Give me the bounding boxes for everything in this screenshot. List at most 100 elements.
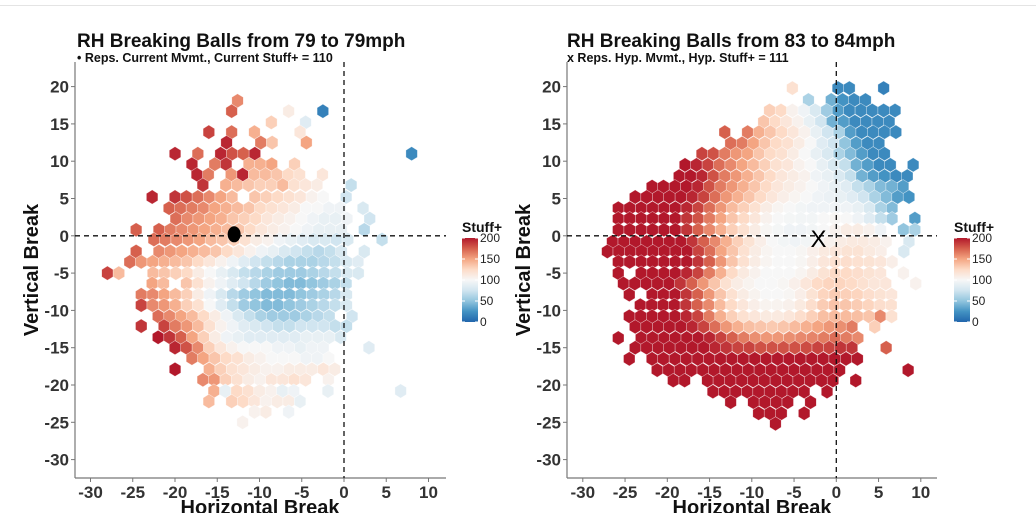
y-tick-label: -20 <box>536 376 561 395</box>
hexbin <box>334 329 347 345</box>
right-chart-subtitle: x Reps. Hyp. Mvmt., Hyp. Stuff+ = 111 <box>567 51 789 65</box>
left-panel: RH Breaking Balls from 79 to 79mph • Rep… <box>21 31 502 513</box>
legend-colorbar <box>462 238 478 322</box>
hexbin <box>225 103 238 119</box>
hexbin <box>718 124 731 140</box>
y-tick-label: -30 <box>44 451 69 470</box>
hexbin <box>623 254 636 270</box>
hexbin <box>845 319 859 335</box>
hexbin <box>863 222 876 238</box>
x-tick-label: -30 <box>571 483 596 502</box>
top-border <box>0 5 1036 6</box>
y-tick-label: -5 <box>546 264 561 283</box>
hexbin <box>851 351 864 367</box>
x-tick-label: -10 <box>247 483 272 502</box>
hexbin <box>885 211 899 227</box>
hexbin <box>880 340 893 356</box>
y-tick-label: -25 <box>536 413 561 432</box>
hexbin <box>794 222 807 238</box>
hexbin <box>714 222 728 238</box>
hexbin <box>220 135 233 151</box>
hexbin <box>130 222 143 238</box>
legend-tick-label: 0 <box>972 315 979 329</box>
hexbin <box>231 177 244 193</box>
hexbin <box>786 80 799 96</box>
legend-tick-label: 100 <box>480 273 500 287</box>
y-tick-label: -10 <box>536 301 561 320</box>
hexbin <box>612 222 625 238</box>
legend-tick-label: 200 <box>480 231 500 245</box>
left-hexbins <box>101 93 418 430</box>
x-tick-label: 0 <box>832 483 841 502</box>
y-tick-label: 20 <box>542 78 561 97</box>
left-legend: Stuff+ 200 150 100 50 0 <box>462 219 502 329</box>
x-tick-label: 10 <box>911 483 930 502</box>
hexbin <box>769 416 782 432</box>
hexbin <box>657 222 671 238</box>
hexbin <box>299 177 312 193</box>
hexbin <box>236 414 249 430</box>
y-tick-label: 20 <box>50 78 69 97</box>
hexbin <box>646 222 659 238</box>
hexbin <box>242 177 255 193</box>
hexbin <box>651 362 664 378</box>
legend-tick-label: 0 <box>480 315 487 329</box>
hexbin <box>253 177 267 193</box>
current-pitch-marker <box>227 226 241 243</box>
y-tick-label: -15 <box>536 339 561 358</box>
hexbin <box>363 211 376 227</box>
hexbin <box>316 103 329 119</box>
hexbin <box>146 189 159 205</box>
y-tick-label: -10 <box>44 301 69 320</box>
hexbin <box>635 222 648 238</box>
right-legend: Stuff+ 200 150 100 50 0 <box>954 219 994 329</box>
hexbin <box>623 351 636 367</box>
right-panel: RH Breaking Balls from 83 to 84mph x Rep… <box>513 31 994 513</box>
y-tick-label: 5 <box>60 190 69 209</box>
legend-tick-label: 200 <box>972 231 992 245</box>
right-y-axis-title: Vertical Break <box>513 203 535 336</box>
hexbin <box>248 124 261 140</box>
x-tick-label: 0 <box>339 483 348 502</box>
hexbin <box>328 361 341 377</box>
x-tick-label: -15 <box>205 483 230 502</box>
hexbin <box>909 276 922 291</box>
hexbin <box>849 373 862 388</box>
hexbin <box>879 276 892 291</box>
left-y-axis-title: Vertical Break <box>21 203 43 336</box>
hexbin <box>840 222 853 238</box>
x-tick-label: -10 <box>740 483 765 502</box>
hexbin <box>623 287 636 303</box>
hexbin <box>798 405 811 421</box>
hexbin <box>885 308 898 324</box>
hexbin <box>248 404 261 420</box>
hexbin <box>169 265 182 281</box>
hexbin <box>902 362 915 378</box>
legend-tick-label: 50 <box>972 294 986 308</box>
legend-tick-label: 150 <box>972 252 992 266</box>
legend-tick-label: 150 <box>480 252 500 266</box>
hexbin <box>265 114 278 130</box>
legend-tick-label: 50 <box>480 294 494 308</box>
hexbin <box>623 222 636 238</box>
hexbin <box>692 222 705 238</box>
hexbin <box>845 340 859 356</box>
hexbin <box>889 124 902 140</box>
y-tick-label: 15 <box>542 115 561 134</box>
x-tick-label: 10 <box>419 483 438 502</box>
hexbin <box>352 265 365 281</box>
hexbin <box>293 393 307 409</box>
hexbin <box>868 319 881 335</box>
left-axes: -30 -25 -20 -15 -10 -5 0 5 10 20 15 10 5 0 -5 -10 -15 -20… <box>44 62 446 502</box>
x-tick-label: 5 <box>382 483 391 502</box>
hexbin <box>908 222 921 238</box>
y-tick-label: -20 <box>44 376 69 395</box>
y-tick-label: -15 <box>44 339 69 358</box>
hexbin <box>851 222 864 238</box>
x-tick-label: -20 <box>655 483 680 502</box>
hexbin <box>282 103 295 119</box>
y-tick-label: -5 <box>54 264 69 283</box>
hexbin <box>169 146 182 162</box>
hexbin <box>282 404 295 420</box>
